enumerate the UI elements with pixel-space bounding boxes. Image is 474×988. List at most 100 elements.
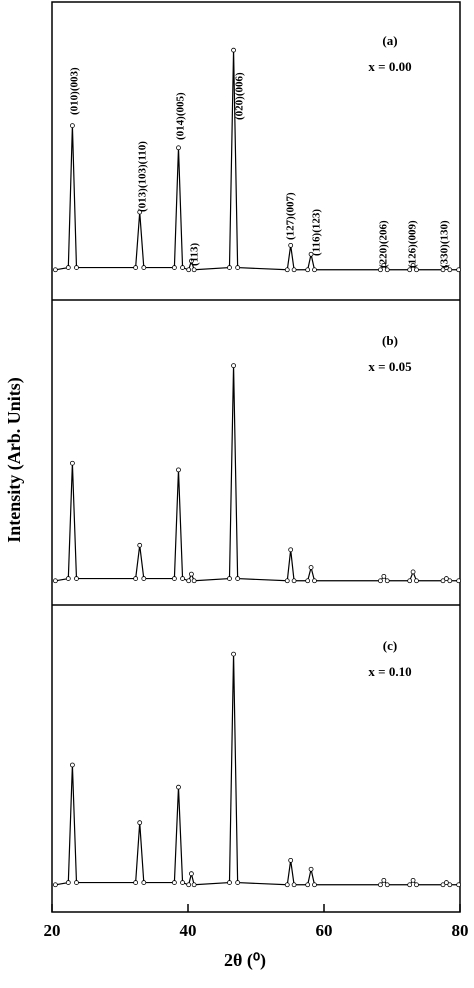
data-point [440,882,446,888]
x-tick-label: 60 [316,921,333,940]
data-point [288,857,294,863]
peak-annotation: (127)(007) [285,192,297,240]
peak-annotation: (126)(009) [407,220,419,268]
peak-annotation: (330)(130) [439,220,451,268]
data-point [137,209,143,215]
xrd-line [55,50,459,271]
data-point [53,882,58,888]
data-point [288,242,294,248]
data-point [133,880,139,885]
data-point [70,123,75,128]
data-point [378,882,383,888]
data-point [291,578,297,584]
data-point [410,569,416,575]
data-point [227,265,232,270]
data-point [137,542,143,548]
data-point [305,882,311,888]
data-point [65,265,71,270]
data-point [308,866,314,872]
peak-annotation: (116)(123) [311,209,323,256]
data-point [171,265,177,270]
data-point [381,877,387,883]
data-point [53,267,58,273]
data-point [227,880,232,885]
data-point [407,882,413,888]
data-point [410,262,416,268]
data-point [414,578,419,584]
data-point [284,882,290,888]
x-tick-label: 40 [180,921,197,940]
data-point [447,578,453,584]
data-point [186,578,192,584]
peak-annotation: (020)(006) [234,72,246,120]
data-point [384,882,390,888]
data-point [171,576,177,581]
data-point [180,576,185,581]
data-point [384,578,390,584]
data-point [407,578,413,584]
data-point [443,880,449,885]
data-point [378,578,383,584]
data-point [447,882,453,888]
data-point [456,267,462,273]
data-point [191,267,197,273]
data-point [284,578,290,584]
panel-composition: x = 0.10 [368,664,411,679]
data-point [176,467,181,473]
data-point [53,578,58,584]
data-point [70,762,75,768]
data-point [171,880,177,885]
data-point [188,258,194,264]
data-point [443,576,449,581]
data-point [191,882,197,888]
data-point [312,882,317,888]
data-point [176,145,181,151]
peak-annotation: (113) [189,242,201,266]
panel-label: (a) [382,33,397,48]
x-tick-label: 20 [44,921,61,940]
data-point [381,262,387,268]
data-point [414,882,419,888]
peak-annotation: (014)(005) [175,92,187,140]
data-point [235,880,241,885]
data-point [227,576,232,581]
data-point [456,578,462,584]
data-point [231,651,236,657]
data-point [384,267,390,273]
data-point [308,565,314,570]
data-point [414,267,419,273]
data-point [176,784,181,790]
data-point [180,880,185,885]
data-point [291,267,297,273]
data-point [308,251,314,257]
data-point [65,880,71,885]
data-point [305,578,311,584]
data-point [65,576,71,581]
panel-composition: x = 0.00 [368,59,411,74]
data-point [137,820,143,826]
x-axis-label: 2θ (⁰) [224,950,266,971]
data-point [74,576,79,581]
x-tick-label: 80 [452,921,469,940]
peak-annotation: (013)(103)(110) [137,141,149,212]
data-point [440,267,446,273]
data-point [133,576,139,581]
data-point [141,576,147,581]
data-point [231,363,236,369]
data-point [378,267,383,273]
panel-composition: x = 0.05 [368,359,412,374]
plot-frame [51,1,461,913]
peak-annotation: (010)(003) [69,67,81,115]
data-point [410,877,416,883]
data-point [443,265,449,270]
data-point [288,547,294,553]
data-point [186,882,192,888]
data-point [231,47,236,53]
data-point [74,265,79,270]
data-point [440,578,446,584]
data-point [188,871,194,877]
data-point [312,267,317,273]
data-point [381,573,387,579]
data-point [235,265,241,270]
